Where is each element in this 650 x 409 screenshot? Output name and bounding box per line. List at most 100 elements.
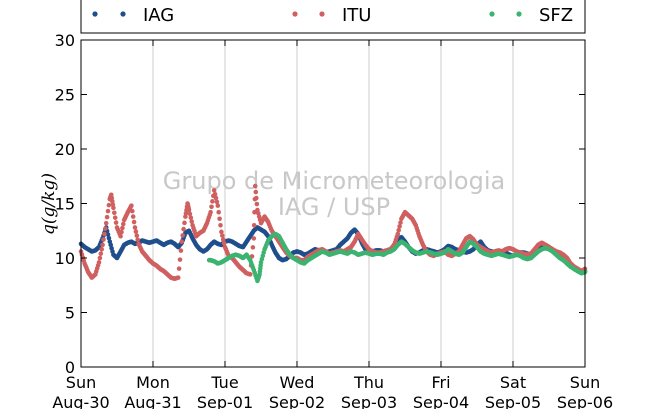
x-tick-label-date: Sep-03 xyxy=(341,393,397,409)
data-point xyxy=(106,202,112,208)
data-point xyxy=(96,260,102,265)
legend-entry-itu: ITU xyxy=(292,5,371,26)
legend-entry-iag: IAG xyxy=(92,5,174,26)
data-point xyxy=(99,246,104,252)
data-point xyxy=(103,226,108,231)
grid xyxy=(152,40,514,367)
data-point xyxy=(213,195,219,201)
data-point xyxy=(120,225,125,231)
data-point xyxy=(220,233,225,238)
data-point xyxy=(180,233,185,238)
data-point xyxy=(111,205,116,211)
data-point xyxy=(395,231,401,237)
y-tick-label: 25 xyxy=(55,86,75,105)
data-point xyxy=(187,211,193,217)
legend-marker-itu xyxy=(292,11,298,17)
x-tick-label-date: Aug-31 xyxy=(124,393,181,409)
x-tick-label-date: Sep-02 xyxy=(269,393,325,409)
data-point xyxy=(113,220,119,225)
legend-marker-itu xyxy=(319,11,325,17)
legend: IAG ITU SFZ xyxy=(80,0,586,34)
data-point xyxy=(177,257,183,262)
x-tick-label-day: Fri xyxy=(431,373,450,392)
legend-marker-iag xyxy=(92,11,98,17)
data-point xyxy=(208,209,213,215)
data-point xyxy=(97,255,103,261)
data-point xyxy=(129,203,134,208)
data-point xyxy=(176,266,182,271)
x-tick-label-day: Sat xyxy=(500,373,526,392)
x-tick-label-day: Sun xyxy=(66,373,96,392)
data-point xyxy=(251,236,257,241)
series-iag xyxy=(78,225,588,275)
y-axis: 0 5 10 15 20 25 30 xyxy=(55,31,585,377)
x-tick-label-day: Thu xyxy=(353,373,384,392)
legend-label-itu: ITU xyxy=(342,5,371,26)
data-point xyxy=(188,215,194,220)
data-point xyxy=(106,235,112,241)
data-point xyxy=(112,210,117,216)
data-point xyxy=(254,201,260,207)
data-point xyxy=(211,188,217,193)
data-point xyxy=(217,216,222,222)
data-point xyxy=(112,215,118,220)
x-tick-label-date: Sep-04 xyxy=(413,393,469,409)
data-series xyxy=(78,183,588,284)
data-point xyxy=(179,239,185,244)
data-point xyxy=(218,223,223,228)
data-point xyxy=(252,183,258,189)
legend-marker-sfz xyxy=(516,11,522,17)
data-point xyxy=(101,237,106,242)
data-point xyxy=(175,275,181,280)
x-axis: SunAug-30MonAug-31TueSep-01WedSep-02ThuS… xyxy=(52,40,613,409)
legend-label-sfz: SFZ xyxy=(539,5,573,26)
data-point xyxy=(219,229,224,235)
data-point xyxy=(118,233,123,239)
data-point xyxy=(186,207,192,213)
x-tick-label-day: Sun xyxy=(570,373,600,392)
x-tick-label-day: Tue xyxy=(210,373,238,392)
data-point xyxy=(250,245,256,250)
data-point xyxy=(102,231,107,237)
y-axis-label: q(g/kg) xyxy=(39,173,59,235)
data-point xyxy=(221,240,227,246)
legend-entry-sfz: SFZ xyxy=(489,5,573,26)
data-point xyxy=(254,195,259,201)
x-tick-label-day: Mon xyxy=(136,373,170,392)
data-point xyxy=(253,189,259,195)
data-point xyxy=(132,225,138,230)
data-point xyxy=(134,233,140,238)
data-point xyxy=(189,219,194,224)
y-tick-label: 0 xyxy=(65,358,75,377)
legend-marker-iag xyxy=(120,11,126,17)
data-point xyxy=(133,229,139,234)
data-point xyxy=(131,219,137,225)
data-point xyxy=(216,209,221,215)
y-tick-label: 10 xyxy=(55,249,75,268)
data-point xyxy=(210,199,215,204)
x-tick-label-date: Aug-30 xyxy=(52,393,109,409)
watermark-line-1: Grupo de Micrometeorologia xyxy=(163,167,505,195)
data-point xyxy=(220,237,226,242)
x-tick-label-day: Wed xyxy=(280,373,315,392)
x-tick-label-date: Sep-01 xyxy=(197,393,253,409)
y-tick-label: 15 xyxy=(55,195,75,214)
watermark-line-2: IAG / USP xyxy=(278,193,390,221)
data-point xyxy=(181,226,186,232)
data-point xyxy=(105,208,111,214)
legend-label-iag: IAG xyxy=(143,5,174,26)
data-point xyxy=(121,221,126,227)
data-point xyxy=(396,227,402,233)
data-point xyxy=(130,208,135,214)
data-point xyxy=(98,251,104,256)
y-tick-label: 5 xyxy=(65,304,75,323)
data-point xyxy=(135,237,140,243)
data-point xyxy=(130,214,136,219)
data-point xyxy=(251,223,257,228)
x-tick-label-date: Sep-06 xyxy=(557,393,613,409)
series-sfz xyxy=(206,231,588,284)
data-point xyxy=(105,232,111,237)
data-point xyxy=(397,224,402,229)
legend-frame xyxy=(80,0,586,34)
